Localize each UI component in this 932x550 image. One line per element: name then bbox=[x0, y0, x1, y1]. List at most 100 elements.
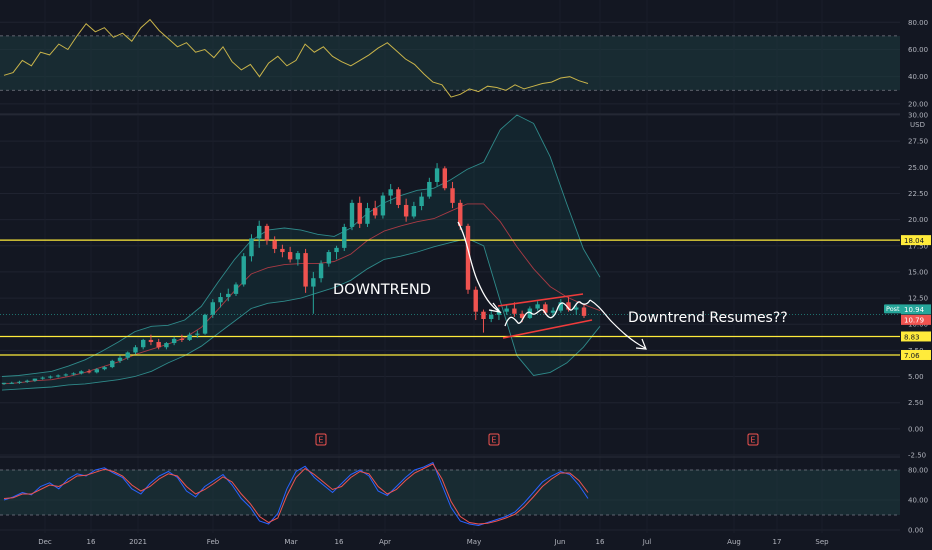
candle bbox=[226, 288, 231, 302]
candle bbox=[342, 223, 347, 251]
earnings-marker[interactable] bbox=[315, 433, 327, 446]
candle-body bbox=[519, 313, 525, 318]
bollinger-upper-line bbox=[1, 114, 601, 377]
candle-body bbox=[249, 238, 254, 257]
earnings-marker[interactable] bbox=[747, 433, 759, 446]
candle bbox=[195, 330, 200, 338]
candle-body bbox=[504, 308, 509, 312]
candle bbox=[264, 223, 270, 245]
candle-body bbox=[264, 225, 270, 241]
candle-body bbox=[442, 168, 447, 189]
candle bbox=[117, 355, 123, 363]
stochastic-tick-label: 40.00 bbox=[908, 497, 928, 505]
consolidation-squiggle bbox=[504, 299, 591, 327]
time-tick-label: 17 bbox=[773, 538, 782, 546]
candle-body bbox=[110, 360, 115, 368]
last-price-label: 10.94 bbox=[904, 306, 925, 314]
candle bbox=[357, 196, 362, 228]
candle bbox=[133, 345, 138, 355]
candle bbox=[79, 370, 84, 375]
candle bbox=[396, 187, 401, 209]
candle bbox=[504, 305, 509, 315]
candle bbox=[218, 292, 223, 308]
candle bbox=[40, 376, 45, 380]
candle bbox=[334, 245, 339, 260]
candle bbox=[94, 368, 99, 374]
projection-arrow-head bbox=[635, 338, 647, 350]
earnings-marker-label: E bbox=[750, 436, 755, 445]
price-pane: E E E DOWNTREND Downtrend Resumes?? 30.00 2… bbox=[0, 112, 931, 460]
candle bbox=[17, 380, 22, 384]
candle bbox=[1, 382, 7, 385]
candle-body bbox=[210, 302, 215, 315]
candle-body bbox=[171, 338, 177, 344]
candle bbox=[171, 336, 177, 346]
candle bbox=[481, 309, 486, 333]
price-tick-label: 30.00 bbox=[908, 112, 928, 120]
candle bbox=[349, 199, 355, 231]
candle-body bbox=[117, 357, 123, 361]
candle-body bbox=[489, 314, 494, 319]
candle-body bbox=[342, 226, 347, 248]
candle bbox=[141, 338, 146, 350]
candle bbox=[403, 198, 409, 222]
candle-body bbox=[349, 202, 355, 227]
candle-body bbox=[63, 374, 69, 376]
candle-body bbox=[365, 208, 370, 224]
price-tick-label: 2.50 bbox=[908, 399, 924, 407]
candle-body bbox=[396, 189, 401, 205]
level-price-tag bbox=[901, 349, 931, 360]
candle-body bbox=[326, 252, 331, 264]
bollinger-lower-line bbox=[1, 237, 601, 391]
time-tick-label: Aug bbox=[727, 538, 741, 546]
candle-body bbox=[102, 367, 107, 370]
time-tick-label: 16 bbox=[87, 538, 96, 546]
candle bbox=[164, 342, 169, 350]
candle bbox=[210, 299, 215, 318]
candle-body bbox=[79, 371, 84, 374]
rsi-band bbox=[0, 35, 900, 91]
candle bbox=[380, 192, 386, 219]
candle-body bbox=[419, 196, 424, 207]
time-tick-label: Feb bbox=[207, 538, 220, 546]
candle-body bbox=[373, 208, 378, 216]
candle bbox=[558, 299, 563, 313]
candle bbox=[473, 286, 478, 321]
candle-body bbox=[280, 248, 285, 253]
candle-body bbox=[465, 225, 471, 290]
candle-body bbox=[241, 256, 246, 285]
price-tick-label: 12.50 bbox=[908, 295, 928, 303]
time-tick-label: Apr bbox=[379, 538, 391, 546]
candle-body bbox=[581, 307, 587, 316]
price-tick-label: 27.50 bbox=[908, 138, 928, 146]
channel-upper-line bbox=[497, 293, 584, 307]
candle bbox=[272, 236, 277, 254]
price-tick-label: -2.50 bbox=[908, 452, 926, 460]
annotation-drawings bbox=[457, 221, 647, 350]
last-price-tag bbox=[901, 304, 931, 315]
candle-body bbox=[257, 225, 262, 239]
rsi-line bbox=[3, 18, 589, 98]
stochastic-line bbox=[3, 463, 589, 525]
candle bbox=[241, 253, 246, 287]
candle bbox=[257, 220, 262, 248]
candle bbox=[489, 309, 494, 323]
earnings-marker[interactable] bbox=[488, 433, 500, 446]
level-price-label: 8.83 bbox=[904, 333, 920, 341]
candle-body bbox=[458, 202, 463, 226]
candle bbox=[411, 201, 417, 219]
level-price-tag bbox=[901, 235, 931, 246]
candle bbox=[86, 369, 92, 374]
candle bbox=[318, 260, 324, 283]
candle-body bbox=[543, 304, 548, 313]
time-tick-label: Dec bbox=[38, 538, 52, 546]
post-market-label: Post bbox=[886, 305, 900, 313]
candle bbox=[187, 332, 192, 341]
time-axis: Dec 16 2021 Feb Mar 16 Apr May Jun 16 Jul Aug 17 Sep bbox=[38, 538, 829, 546]
candle bbox=[179, 334, 185, 343]
candle bbox=[102, 366, 107, 371]
post-market-tag bbox=[884, 304, 902, 314]
annotation-downtrend: DOWNTREND bbox=[333, 282, 431, 298]
candle-body bbox=[226, 293, 231, 298]
